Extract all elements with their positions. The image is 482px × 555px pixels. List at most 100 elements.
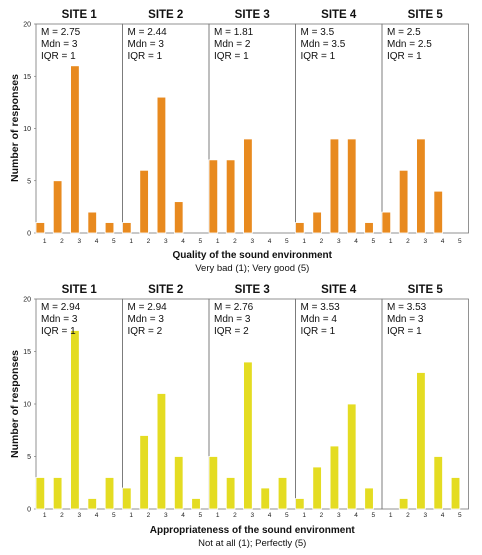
site-title: SITE 3 <box>235 284 270 296</box>
site-title: SITE 4 <box>321 284 357 296</box>
x-tick-label: 3 <box>77 512 81 519</box>
stat-label: M = 2.76 <box>214 302 254 313</box>
x-tick-label: 1 <box>43 512 47 519</box>
histogram-bar <box>208 159 219 234</box>
stat-label: M = 3.53 <box>387 302 427 313</box>
stat-label: Mdn = 2 <box>214 39 251 50</box>
x-tick-label: 1 <box>216 512 220 519</box>
histogram-bar <box>191 498 201 510</box>
y-axis-label: Number of responses <box>9 350 21 458</box>
histogram-bar <box>104 222 115 234</box>
stat-label: IQR = 1 <box>301 51 336 62</box>
x-tick-label: 2 <box>320 238 324 245</box>
histogram-bar <box>52 477 63 510</box>
x-tick-label: 3 <box>77 238 81 245</box>
stat-label: IQR = 2 <box>128 326 163 337</box>
histogram-bar <box>173 201 184 234</box>
stat-label: M = 2.75 <box>41 27 81 38</box>
x-tick-label: 1 <box>302 512 306 519</box>
x-tick-label: 5 <box>372 238 376 245</box>
histogram-bar <box>398 169 409 234</box>
site-title: SITE 2 <box>148 284 183 296</box>
histogram-bar <box>295 498 305 510</box>
x-tick-label: 4 <box>181 512 185 519</box>
x-tick-label: 4 <box>354 238 358 245</box>
histogram-bar <box>173 456 184 510</box>
histogram-bar <box>208 456 219 510</box>
histogram-bar <box>312 211 322 234</box>
histogram-bar <box>277 477 288 510</box>
x-tick-label: 1 <box>216 238 220 245</box>
x-tick-label: 4 <box>95 512 99 519</box>
histogram-bar <box>329 445 340 510</box>
x-tick-label: 3 <box>337 238 341 245</box>
x-tick-label: 2 <box>233 238 237 245</box>
stat-label: IQR = 1 <box>41 326 76 337</box>
histogram-bar <box>450 477 461 510</box>
x-tick-label: 2 <box>60 512 64 519</box>
histogram-bar <box>243 138 253 234</box>
x-tick-label: 3 <box>164 512 168 519</box>
x-axis-sublabel: Very bad (1); Very good (5) <box>195 263 309 274</box>
stat-label: M = 3.53 <box>301 302 341 313</box>
y-tick-label: 20 <box>23 297 31 304</box>
histogram-bar <box>35 222 46 234</box>
y-tick-label: 5 <box>27 454 31 461</box>
histogram-bar <box>139 435 149 510</box>
stat-label: IQR = 1 <box>387 326 422 337</box>
x-tick-label: 1 <box>129 512 133 519</box>
x-tick-label: 3 <box>164 238 168 245</box>
x-tick-label: 3 <box>250 238 254 245</box>
x-tick-label: 3 <box>423 512 427 519</box>
histogram-bar <box>87 211 97 234</box>
y-tick-label: 0 <box>27 507 31 514</box>
y-tick-label: 10 <box>23 126 31 133</box>
site-title: SITE 4 <box>321 9 357 21</box>
x-tick-label: 4 <box>441 238 445 245</box>
x-tick-label: 1 <box>389 512 393 519</box>
stat-label: M = 1.81 <box>214 27 254 38</box>
histogram-bar <box>139 169 149 234</box>
histogram-bar <box>156 96 167 234</box>
histogram-bar <box>329 138 340 234</box>
y-tick-label: 15 <box>23 74 31 81</box>
site-title: SITE 1 <box>62 284 98 296</box>
stat-label: Mdn = 3 <box>214 314 251 325</box>
x-tick-label: 5 <box>199 238 203 245</box>
x-axis-label: Quality of the sound environment <box>173 250 333 261</box>
x-tick-label: 2 <box>147 238 151 245</box>
site-title: SITE 3 <box>235 9 270 21</box>
histogram-bar <box>156 393 167 510</box>
stat-label: Mdn = 3.5 <box>301 39 346 50</box>
y-tick-label: 15 <box>23 349 31 356</box>
stat-label: IQR = 1 <box>387 51 422 62</box>
x-tick-label: 3 <box>337 512 341 519</box>
histogram-bar <box>398 498 409 510</box>
stat-label: Mdn = 3 <box>128 39 165 50</box>
x-tick-label: 2 <box>60 238 64 245</box>
histogram-bar <box>122 222 132 234</box>
x-tick-label: 4 <box>95 238 99 245</box>
histogram-bar <box>104 477 115 510</box>
histogram-bar <box>364 487 374 510</box>
histogram-bar <box>70 330 80 510</box>
x-tick-label: 5 <box>285 238 289 245</box>
x-tick-label: 4 <box>181 238 185 245</box>
stat-label: M = 2.94 <box>41 302 81 313</box>
stat-label: IQR = 1 <box>301 326 336 337</box>
histogram-bar <box>364 222 374 234</box>
x-tick-label: 2 <box>320 512 324 519</box>
histogram-bar <box>433 190 443 234</box>
y-tick-label: 0 <box>27 231 31 238</box>
x-tick-label: 2 <box>406 512 410 519</box>
stat-label: M = 2.5 <box>387 27 421 38</box>
histogram-bar <box>416 138 426 234</box>
x-tick-label: 4 <box>354 512 358 519</box>
stat-label: Mdn = 2.5 <box>387 39 432 50</box>
histogram-bar <box>381 211 392 234</box>
x-axis-label: Appropriateness of the sound environment <box>150 525 356 536</box>
histogram-bar <box>70 65 80 234</box>
x-tick-label: 3 <box>423 238 427 245</box>
site-title: SITE 5 <box>408 9 444 21</box>
